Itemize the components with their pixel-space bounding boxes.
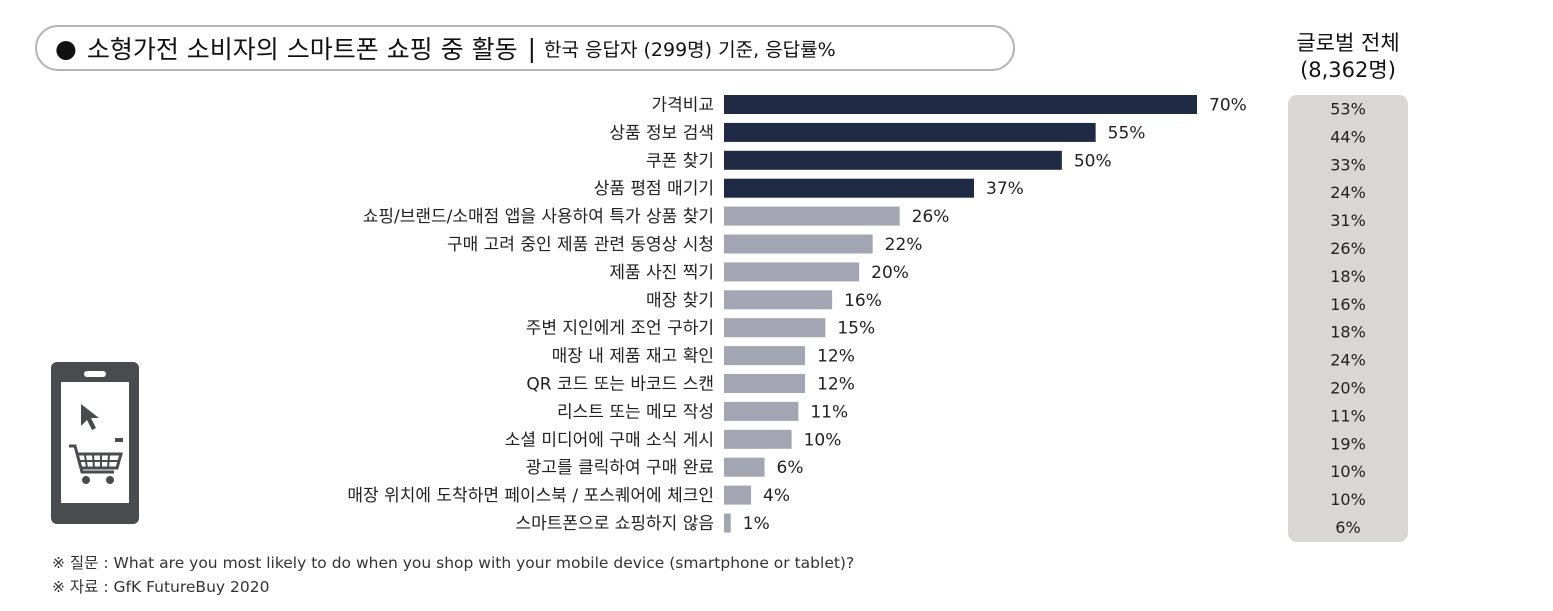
value-label: 26%	[912, 207, 950, 227]
global-value-label: 18%	[1330, 323, 1366, 342]
global-values-panel	[1288, 95, 1408, 542]
value-label: 37%	[986, 179, 1024, 199]
category-label: 스마트폰으로 쇼핑하지 않음	[516, 514, 715, 534]
global-value-label: 26%	[1330, 239, 1366, 258]
bar-9	[724, 318, 826, 338]
bar-14	[724, 457, 765, 477]
bar-12	[724, 401, 799, 421]
global-value-label: 24%	[1330, 351, 1366, 370]
title-bullet: ●	[55, 33, 77, 63]
category-label: 소셜 미디어에 구매 소식 게시	[505, 430, 714, 450]
bar-4	[724, 178, 975, 198]
global-column-header: 글로벌 전체 (8,362명)	[1268, 30, 1428, 84]
category-label: 제품 사진 찍기	[609, 263, 714, 283]
global-value-label: 19%	[1330, 434, 1366, 453]
value-label: 12%	[817, 375, 855, 395]
value-label: 12%	[817, 347, 855, 367]
value-label: 55%	[1108, 123, 1146, 143]
global-value-label: 33%	[1330, 155, 1366, 174]
value-label: 70%	[1209, 96, 1247, 116]
bar-chart: 가격비교 70% 53% 상품 정보 검색 55% 44% 쿠폰 찾기 50% 33% 상품 평점…	[347, 95, 1366, 537]
value-label: 10%	[804, 430, 842, 450]
smartphone-shopping-cart-icon	[51, 362, 139, 524]
category-label: 가격비교	[651, 96, 714, 116]
bar-11	[724, 374, 806, 393]
category-label: 구매 고려 중인 제품 관련 동영상 시청	[447, 235, 714, 255]
footnote-question: ※ 질문 : What are you most likely to do wh…	[52, 554, 855, 572]
global-value-label: 24%	[1330, 183, 1366, 202]
value-label: 4%	[763, 486, 790, 506]
category-label: 광고를 클릭하여 구매 완료	[526, 458, 714, 478]
bar-16	[724, 513, 731, 533]
global-value-label: 10%	[1330, 462, 1366, 481]
category-label: 주변 지인에게 조언 구하기	[526, 319, 714, 339]
category-label: 매장 위치에 도착하면 페이스북 / 포스퀘어에 체크인	[347, 486, 714, 506]
category-label: 리스트 또는 메모 작성	[557, 402, 714, 422]
global-value-label: 18%	[1330, 267, 1366, 286]
category-label: 상품 평점 매기기	[594, 179, 714, 199]
bar-8	[724, 290, 833, 310]
global-value-label: 11%	[1330, 406, 1366, 425]
category-label: 쇼핑/브랜드/소매점 앱을 사용하여 특가 상품 찾기	[363, 207, 714, 227]
value-label: 11%	[810, 402, 848, 422]
bar-15	[724, 485, 752, 505]
category-label: 상품 정보 검색	[609, 123, 714, 143]
global-value-label: 31%	[1330, 211, 1366, 230]
global-value-label: 6%	[1335, 518, 1360, 537]
title-main: 소형가전 소비자의 스마트폰 쇼핑 중 활동	[86, 35, 518, 64]
bar-7	[724, 262, 860, 282]
title-separator: |	[527, 33, 537, 63]
footnote-source: ※ 자료 : GfK FutureBuy 2020	[52, 578, 270, 596]
global-value-label: 16%	[1330, 295, 1366, 314]
value-label: 50%	[1074, 151, 1112, 171]
global-value-label: 10%	[1330, 490, 1366, 509]
value-label: 15%	[837, 319, 875, 339]
bar-2	[724, 122, 1096, 142]
category-label: 매장 내 제품 재고 확인	[552, 347, 714, 367]
category-label: 쿠폰 찾기	[646, 151, 714, 171]
global-header-line1: 글로벌 전체	[1296, 31, 1400, 55]
value-label: 22%	[885, 235, 923, 255]
value-label: 20%	[871, 263, 909, 283]
global-header-line2: (8,362명)	[1300, 58, 1396, 82]
category-label: 매장 찾기	[646, 291, 714, 311]
global-value-label: 44%	[1330, 127, 1366, 146]
global-value-label: 53%	[1330, 100, 1366, 119]
chart-title: ● 소형가전 소비자의 스마트폰 쇼핑 중 활동 | 한국 응답자 (299명)…	[35, 25, 1015, 71]
global-value-label: 20%	[1330, 379, 1366, 398]
value-label: 16%	[844, 291, 882, 311]
bar-10	[724, 346, 806, 366]
bar-5	[724, 206, 900, 226]
bar-6	[724, 234, 873, 254]
value-label: 6%	[777, 458, 804, 478]
value-label: 1%	[743, 514, 770, 534]
title-subtitle: 한국 응답자 (299명) 기준, 응답률%	[544, 38, 836, 61]
category-label: QR 코드 또는 바코드 스캔	[526, 375, 714, 395]
bar-13	[724, 429, 792, 449]
bar-1	[724, 95, 1197, 114]
bar-3	[724, 150, 1062, 170]
